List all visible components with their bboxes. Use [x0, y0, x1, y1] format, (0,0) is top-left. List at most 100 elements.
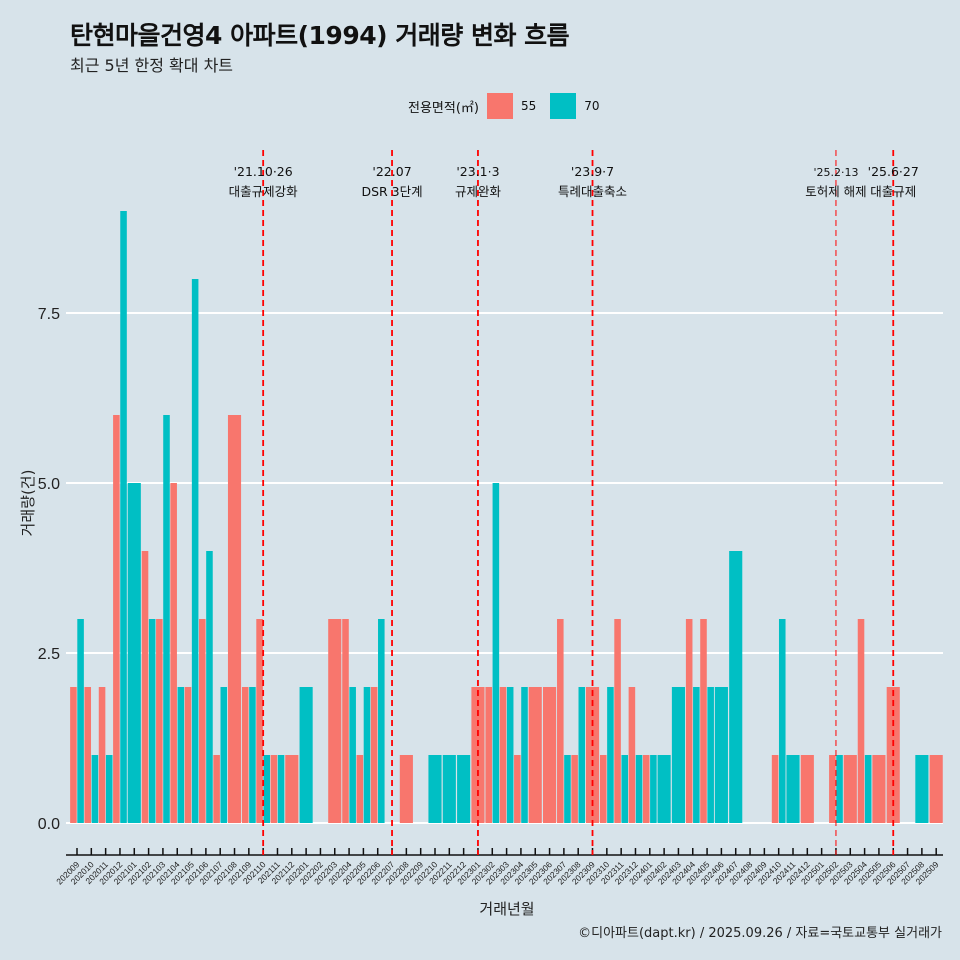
- bar-55: [557, 619, 564, 823]
- y-tick-label: 0.0: [38, 816, 60, 833]
- bar-70: [457, 755, 471, 823]
- bar-70: [263, 755, 271, 823]
- bar-55: [771, 755, 779, 823]
- event-date: '25.6·27: [868, 164, 919, 179]
- bar-70: [363, 687, 371, 823]
- bar-70: [220, 687, 228, 823]
- event-label: 대출규제: [870, 184, 916, 199]
- bar-55: [370, 687, 378, 823]
- bar-70: [91, 755, 99, 823]
- event-label: 특례대출축소: [558, 184, 627, 199]
- legend-title: 전용면적(㎡): [408, 100, 479, 116]
- bar-55: [628, 687, 636, 823]
- bar-70: [277, 755, 285, 823]
- bar-55: [356, 755, 364, 823]
- bar-70: [714, 687, 728, 823]
- bar-55: [98, 687, 106, 823]
- bar-55: [843, 755, 857, 823]
- bar-55: [199, 619, 206, 823]
- bar-70: [521, 687, 528, 823]
- bar-55: [241, 687, 249, 823]
- bar-70: [148, 619, 156, 823]
- bar-55: [227, 415, 242, 823]
- legend-label-55: 55: [520, 99, 537, 113]
- bar-55: [642, 755, 650, 823]
- bar-55: [700, 619, 707, 823]
- bar-70: [657, 755, 671, 823]
- bar-70: [778, 619, 786, 823]
- bar-70: [127, 483, 141, 823]
- chart-title: 탄현마을건영4 아파트(1994) 거래량 변화 흐름: [70, 21, 570, 50]
- bar-70: [299, 687, 313, 823]
- legend-key-55: [486, 93, 513, 119]
- bar-55: [599, 755, 607, 823]
- bar-70: [650, 755, 657, 823]
- bar-70: [578, 687, 586, 823]
- bar-55: [285, 755, 299, 823]
- event-date: '21.10·26: [234, 164, 293, 179]
- y-tick-label: 2.5: [38, 646, 60, 663]
- bar-70: [836, 755, 843, 823]
- bar-70: [442, 755, 456, 823]
- x-axis-title: 거래년월: [479, 900, 534, 918]
- bar-70: [915, 755, 929, 823]
- bar-70: [191, 279, 199, 823]
- legend-key-70: [550, 93, 577, 119]
- bar-70: [707, 687, 714, 823]
- bar-70: [120, 211, 127, 823]
- event-date: '23.9·7: [571, 164, 614, 179]
- bar-55: [256, 619, 263, 823]
- bar-55: [685, 619, 693, 823]
- bar-55: [70, 687, 77, 823]
- bar-70: [105, 755, 113, 823]
- bar-55: [399, 755, 413, 823]
- bar-70: [621, 755, 629, 823]
- bar-55: [84, 687, 92, 823]
- bar-55: [342, 619, 349, 823]
- bar-70: [506, 687, 514, 823]
- bar-70: [693, 687, 700, 823]
- bar-70: [163, 415, 170, 823]
- bar-70: [729, 551, 743, 823]
- bar-55: [499, 687, 507, 823]
- y-tick-label: 7.5: [38, 306, 60, 323]
- bar-55: [170, 483, 177, 823]
- bar-55: [485, 687, 492, 823]
- bar-55: [270, 755, 278, 823]
- bar-70: [864, 755, 872, 823]
- event-date: '25.2·13: [813, 166, 858, 179]
- bar-70: [607, 687, 614, 823]
- bar-70: [635, 755, 643, 823]
- bar-70: [77, 619, 84, 823]
- bar-70: [378, 619, 385, 823]
- bar-55: [543, 687, 557, 823]
- event-label: 대출규제강화: [229, 184, 299, 199]
- bar-55: [156, 619, 163, 823]
- bar-55: [213, 755, 220, 823]
- bar-55: [514, 755, 521, 823]
- y-axis-title: 거래량(건): [19, 470, 37, 537]
- bar-70: [206, 551, 213, 823]
- bar-70: [177, 687, 185, 823]
- bar-70: [249, 687, 256, 823]
- event-label: 규제완화: [455, 184, 502, 199]
- event-date: '22.07: [372, 164, 411, 179]
- bar-70: [428, 755, 442, 823]
- bar-55: [571, 755, 578, 823]
- event-date: '23.1·3: [456, 164, 499, 179]
- bar-70: [564, 755, 571, 823]
- bar-70: [349, 687, 356, 823]
- bar-55: [857, 619, 865, 823]
- event-label: DSR 3단계: [361, 184, 422, 199]
- bar-70: [492, 483, 500, 823]
- chart-subtitle: 최근 5년 한정 확대 차트: [70, 56, 234, 75]
- bar-55: [328, 619, 342, 823]
- bar-70: [786, 755, 800, 823]
- bar-55: [528, 687, 542, 823]
- bar-55: [614, 619, 621, 823]
- bar-55: [929, 755, 943, 823]
- bar-55: [184, 687, 192, 823]
- bar-55: [829, 755, 836, 823]
- bar-55: [800, 755, 814, 823]
